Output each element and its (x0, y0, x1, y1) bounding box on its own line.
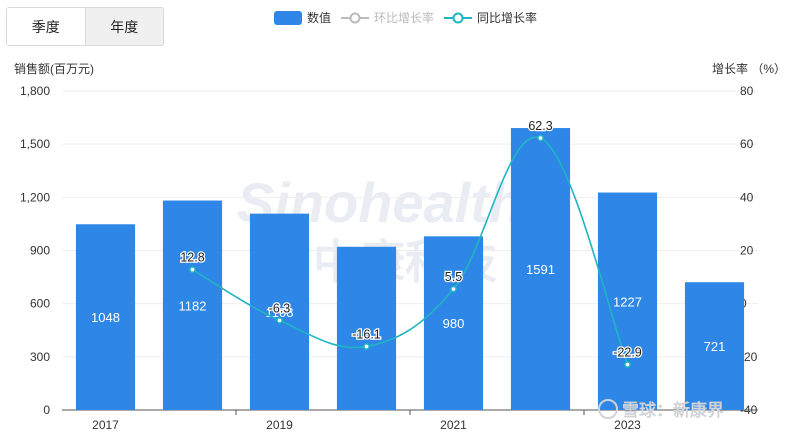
yoy-point (189, 266, 196, 273)
bar-value-label: 1591 (526, 262, 555, 277)
xueqiu-watermark: 雪球：新康界 (598, 396, 724, 421)
tab-quarterly[interactable]: 季度 (7, 8, 85, 45)
legend-item-yoy[interactable]: 同比增长率 (444, 9, 537, 26)
x-tick-label: 2023 (614, 418, 641, 432)
bar (336, 246, 397, 410)
yoy-value-label: -6.3 (269, 301, 291, 315)
y2-tick-label: 80 (740, 84, 754, 98)
legend-item-value[interactable]: 数值 (274, 9, 331, 26)
tab-annual[interactable]: 年度 (84, 8, 163, 45)
yoy-point (450, 285, 457, 293)
y-tick-label: 900 (30, 244, 50, 258)
bar-value-label: 1108 (266, 305, 294, 320)
bar-value-label: 721 (704, 339, 726, 354)
x-tick-label: 2017 (92, 418, 119, 432)
bar-value-label: 1227 (613, 294, 642, 309)
legend-item-qoq[interactable]: 环比增长率 (341, 9, 434, 26)
bar (510, 128, 571, 411)
legend-label-qoq: 环比增长率 (374, 11, 435, 25)
bar (423, 236, 484, 410)
bar (249, 213, 310, 410)
legend-label-yoy: 同比增长率 (477, 11, 538, 25)
y-tick-label: 300 (30, 350, 50, 364)
y-tick-label: 1,800 (20, 84, 50, 98)
x-tick-label: 2019 (266, 418, 293, 432)
bar-value-label: 1048 (91, 310, 120, 325)
legend-swatch-bar (274, 10, 302, 25)
x-tick-label: 2021 (440, 418, 467, 432)
y2-axis-title: 增长率 （%） (712, 61, 786, 76)
y2-tick-label: 60 (740, 137, 754, 151)
yoy-value-label: 12.8 (180, 251, 204, 265)
bar-value-label: 980 (443, 316, 465, 331)
period-tabs: 季度 年度 (6, 7, 164, 46)
bar-value-label: 1182 (179, 298, 207, 313)
watermark-text: 雪球：新康界 (622, 401, 724, 420)
y-tick-label: 0 (43, 403, 50, 417)
yoy-value-label: -16.1 (352, 327, 381, 341)
legend-swatch-qoq-line (341, 12, 370, 23)
yoy-point (624, 361, 631, 368)
yoy-value-label: 62.3 (528, 119, 552, 133)
chart-legend: 数值 环比增长率 同比增长率 (274, 9, 537, 26)
legend-swatch-yoy-line (444, 12, 473, 23)
bar (75, 224, 136, 410)
y2-tick-label: -20 (740, 350, 758, 364)
bar (684, 282, 745, 410)
y-tick-label: 1,500 (20, 137, 50, 151)
xueqiu-logo-icon (598, 398, 618, 419)
y2-tick-label: 20 (740, 244, 754, 258)
yoy-value-label: -22.9 (613, 346, 642, 360)
yoy-point (363, 343, 370, 350)
legend-label-value: 数值 (307, 11, 332, 25)
yoy-point (537, 134, 544, 142)
bar (162, 200, 223, 410)
yoy-point (276, 317, 283, 324)
yoy-value-label: 5.5 (445, 270, 462, 284)
y2-tick-label: 40 (740, 190, 754, 204)
y-axis-title: 销售额(百万元) (14, 61, 94, 76)
y-tick-label: 1,200 (20, 190, 50, 204)
y-tick-label: 600 (30, 297, 50, 311)
